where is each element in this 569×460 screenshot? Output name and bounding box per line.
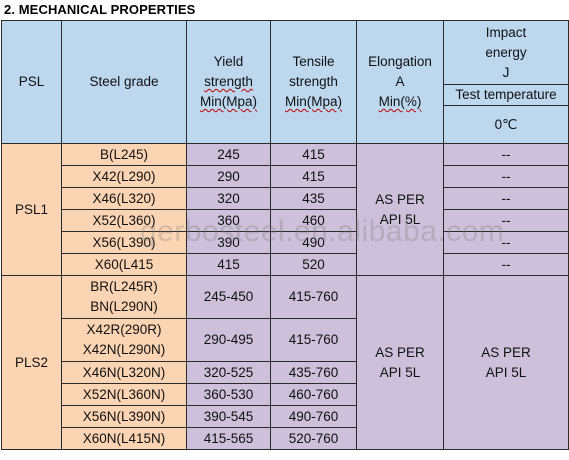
grade-cell: X56N(L390N)	[61, 405, 187, 428]
table-row: X60N(L415N) 415-565 520-760	[2, 427, 569, 450]
mechanical-properties-table: PSL Steel grade Yield strength Min(Mpa) …	[1, 20, 569, 450]
grade-cell: X42(L290)	[61, 165, 187, 188]
table-row: PSL1 B(L245) 245 415 AS PER API 5L --	[1, 143, 569, 276]
grade-cell: X56(L390)	[61, 231, 187, 254]
impact-cell: --	[443, 165, 569, 188]
impact-cell: --	[443, 209, 569, 232]
tensile-cell: 460	[270, 209, 357, 232]
header-test-temperature: Test temperature	[443, 84, 569, 106]
grade-cell: X60N(L415N)	[61, 427, 187, 450]
table-row: X52(L360) 360 460 --	[2, 209, 569, 232]
header-psl: PSL	[1, 20, 62, 144]
yield-cell: 360	[186, 209, 271, 232]
yield-cell: 245-450	[186, 275, 271, 319]
tensile-cell: 435	[270, 187, 357, 210]
header-impact-energy: Impact energy J	[443, 20, 569, 85]
table-row: X60(L415 415 520 --	[2, 253, 569, 276]
header-yield-strength: Yield strength Min(Mpa)	[186, 20, 271, 144]
yield-cell: 415	[186, 253, 271, 276]
header-tensile-strength: Tensile strength Min(Mpa)	[270, 20, 357, 144]
yield-cell: 360-530	[186, 383, 271, 406]
header-elongation: Elongation A Min(%)	[356, 20, 444, 144]
impact-cell: --	[443, 187, 569, 210]
table-row: PLS2 BR(L245R) BN(L290N) 245-450 415-760…	[1, 275, 569, 450]
yield-cell: 320	[186, 187, 271, 210]
grade-cell: X52(L360)	[61, 209, 187, 232]
header-steel-grade: Steel grade	[61, 20, 187, 144]
impact-cell: --	[443, 253, 569, 276]
yield-cell: 290-495	[186, 318, 271, 362]
tensile-cell: 490-760	[270, 405, 357, 428]
grade-cell: B(L245)	[61, 143, 187, 166]
grade-cell: X52N(L360N)	[61, 383, 187, 406]
elongation-cell: AS PER API 5L	[356, 275, 444, 450]
table-row: X46N(L320N) 320-525 435-760	[2, 361, 569, 384]
header-temperature-value: 0℃	[443, 105, 569, 144]
yield-cell: 320-525	[186, 361, 271, 384]
tensile-cell: 415-760	[270, 275, 357, 319]
table-row: X46(L320) 320 435 --	[2, 187, 569, 210]
header-row: PSL Steel grade Yield strength Min(Mpa) …	[1, 20, 569, 144]
psl-cell: PLS2	[1, 275, 62, 450]
table-row: X56(L390) 390 490 --	[2, 231, 569, 254]
grade-cell: X46N(L320N)	[61, 361, 187, 384]
grade-cell: X42R(290R) X42N(L290N)	[61, 318, 187, 362]
impact-cell: --	[443, 231, 569, 254]
grade-cell: X46(L320)	[61, 187, 187, 210]
yield-cell: 390	[186, 231, 271, 254]
tensile-cell: 415	[270, 143, 357, 166]
yield-cell: 290	[186, 165, 271, 188]
yield-cell: 415-565	[186, 427, 271, 450]
impact-cell: AS PER API 5L	[443, 275, 569, 450]
yield-cell: 245	[186, 143, 271, 166]
section-title: 2. MECHANICAL PROPERTIES	[4, 2, 196, 17]
tensile-cell: 460-760	[270, 383, 357, 406]
tensile-cell: 415-760	[270, 318, 357, 362]
grade-cell: BR(L245R) BN(L290N)	[61, 275, 187, 319]
tensile-cell: 490	[270, 231, 357, 254]
impact-cell: --	[443, 143, 569, 166]
table-row: X42R(290R) X42N(L290N) 290-495 415-760	[2, 318, 569, 362]
tensile-cell: 520-760	[270, 427, 357, 450]
tensile-cell: 520	[270, 253, 357, 276]
tensile-cell: 415	[270, 165, 357, 188]
psl-cell: PSL1	[1, 143, 62, 276]
yield-cell: 390-545	[186, 405, 271, 428]
table-row: X56N(L390N) 390-545 490-760	[2, 405, 569, 428]
elongation-cell: AS PER API 5L	[356, 143, 444, 276]
table-row: X52N(L360N) 360-530 460-760	[2, 383, 569, 406]
tensile-cell: 435-760	[270, 361, 357, 384]
grade-cell: X60(L415	[61, 253, 187, 276]
table-row: X42(L290) 290 415 --	[2, 165, 569, 188]
